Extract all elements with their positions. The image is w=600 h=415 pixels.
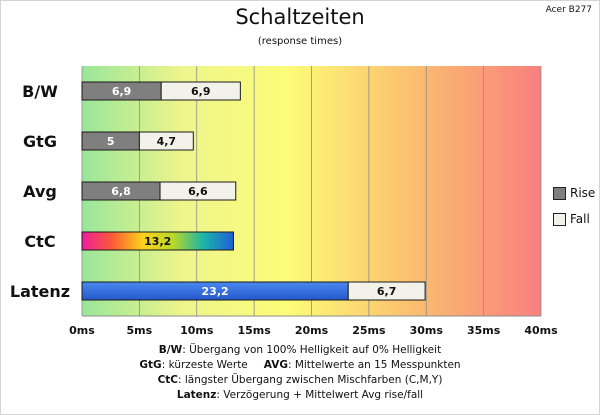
legend-label-fall: Fall — [570, 212, 590, 226]
category-label: Avg — [23, 182, 57, 201]
x-tick-label: 35ms — [467, 324, 501, 337]
bar-fall-gtg — [138, 131, 194, 151]
data-label-fall: 6,7 — [377, 285, 397, 298]
legend-swatch-rise — [553, 186, 566, 200]
note-bw: B/W: Übergang von 100% Helligkeit auf 0%… — [158, 344, 442, 356]
chart-title: Schaltzeiten — [235, 5, 365, 29]
data-label-fall: 4,7 — [157, 135, 177, 148]
x-tick-label: 5ms — [127, 324, 153, 337]
chart-notes: B/W: Übergang von 100% Helligkeit auf 0%… — [0, 343, 600, 403]
data-label-rise: 6,9 — [112, 85, 132, 98]
note-latenz: Latenz: Verzögerung + Mittelwert Avg ris… — [176, 389, 424, 401]
note-ctc: CtC: längster Übergang zwischen Mischfar… — [157, 374, 443, 386]
legend-item-fall: Fall — [553, 206, 595, 232]
note-gtg-avg: GtG: kürzeste Werte AVG: Mittelwerte an 1… — [139, 359, 461, 371]
x-tick-label: 15ms — [237, 324, 271, 337]
x-tick-label: 30ms — [410, 324, 444, 337]
legend-label-rise: Rise — [570, 186, 596, 200]
x-tick-label: 20ms — [295, 324, 329, 337]
x-tick-label: 0ms — [69, 324, 95, 337]
data-label-fall: 6,9 — [191, 85, 211, 98]
data-label-fall: 6,6 — [188, 185, 208, 198]
chart-subtitle: (response times) — [257, 36, 343, 47]
x-tick-label: 25ms — [352, 324, 386, 337]
model-label: Acer B277 — [545, 5, 592, 15]
data-label-rise: 13,2 — [144, 235, 171, 248]
category-label: B/W — [22, 82, 58, 101]
category-label: GtG — [23, 132, 57, 151]
x-tick-label: 40ms — [524, 324, 558, 337]
bar-fall-bw — [160, 81, 241, 101]
data-label-rise: 6,8 — [111, 185, 131, 198]
x-tick-label: 10ms — [180, 324, 214, 337]
category-label: Latenz — [10, 282, 70, 301]
legend-swatch-fall — [553, 212, 566, 226]
chart-legend: Rise Fall — [553, 180, 595, 232]
bar-fall-latenz — [347, 281, 426, 301]
data-label-rise: 5 — [107, 135, 115, 148]
bar-rise-ctc — [81, 231, 234, 251]
data-label-rise: 23,2 — [202, 285, 229, 298]
legend-item-rise: Rise — [553, 180, 595, 206]
category-label: CtC — [24, 232, 55, 251]
bar-fall-avg — [159, 181, 237, 201]
